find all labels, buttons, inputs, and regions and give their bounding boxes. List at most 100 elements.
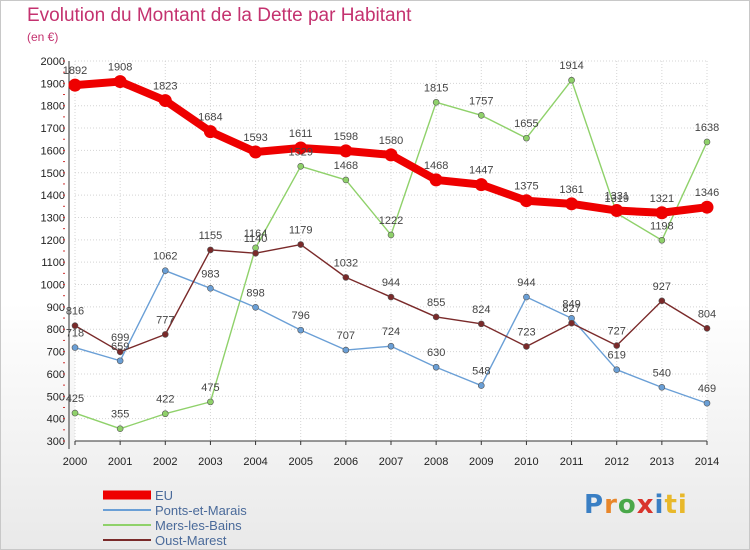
data-label: 1908 bbox=[108, 62, 132, 74]
data-point bbox=[158, 94, 172, 108]
data-point bbox=[342, 346, 350, 354]
data-label: 1447 bbox=[469, 165, 493, 177]
data-point bbox=[658, 384, 666, 391]
data-label: 422 bbox=[156, 394, 174, 406]
data-point bbox=[477, 320, 485, 328]
data-point bbox=[568, 76, 575, 84]
data-point bbox=[613, 366, 621, 373]
data-point bbox=[655, 206, 669, 220]
data-labels: 425 355 422 475 1164 1529 1468 1222 1815 1757 1655… bbox=[63, 60, 719, 420]
y-tick-label: 400 bbox=[47, 414, 65, 426]
data-label: 1164 bbox=[244, 228, 268, 240]
data-label: 475 bbox=[201, 382, 219, 394]
y-tick-label: 2000 bbox=[41, 56, 65, 68]
data-label: 1757 bbox=[469, 95, 493, 107]
y-tick-label: 1100 bbox=[41, 257, 65, 269]
data-point bbox=[474, 178, 488, 192]
data-point bbox=[432, 363, 440, 371]
data-label: 718 bbox=[66, 328, 84, 340]
data-point bbox=[342, 274, 350, 281]
data-label: 619 bbox=[608, 350, 626, 362]
data-point bbox=[161, 410, 169, 418]
data-label: 1198 bbox=[650, 220, 674, 232]
data-label: 1655 bbox=[514, 118, 538, 130]
data-label: 824 bbox=[472, 304, 490, 316]
data-label: 1140 bbox=[244, 233, 268, 245]
data-point bbox=[161, 267, 169, 274]
data-point bbox=[116, 425, 124, 433]
y-tick-label: 1700 bbox=[41, 123, 65, 135]
data-label: 1331 bbox=[604, 191, 628, 203]
y-tick-label: 900 bbox=[47, 302, 65, 314]
data-label: 1892 bbox=[63, 65, 87, 77]
y-tick-label: 1500 bbox=[41, 168, 65, 180]
data-label: 1032 bbox=[334, 257, 358, 269]
data-label: 723 bbox=[517, 326, 535, 338]
data-label: 1468 bbox=[334, 160, 358, 172]
logo-letter: ti bbox=[664, 490, 688, 520]
logo-letter: r bbox=[604, 490, 618, 520]
data-point bbox=[610, 204, 624, 218]
x-tick-label: 2008 bbox=[424, 456, 448, 468]
data-label: 1593 bbox=[243, 132, 267, 144]
data-point bbox=[703, 325, 711, 332]
y-tick-label: 800 bbox=[47, 324, 65, 336]
y-tick-label: 1300 bbox=[41, 212, 65, 224]
y-tick-label: 1400 bbox=[41, 190, 65, 202]
data-point bbox=[297, 241, 305, 248]
data-label: 1914 bbox=[559, 60, 583, 72]
grid bbox=[74, 60, 708, 442]
axes: 300 400 500 600 700 800 900 1000 1100 1200 1300 140… bbox=[41, 56, 720, 468]
y-tick-label: 300 bbox=[47, 436, 65, 448]
data-point bbox=[703, 399, 711, 407]
logo-letter: i bbox=[654, 490, 665, 520]
data-label: 469 bbox=[698, 383, 716, 395]
data-label: 1319 bbox=[604, 193, 628, 205]
data-point bbox=[207, 246, 214, 254]
data-point bbox=[523, 293, 530, 301]
chart-unit-label: (en €) bbox=[27, 30, 59, 44]
data-point bbox=[477, 382, 485, 389]
legend-label: Mers-les-Bains bbox=[155, 518, 242, 533]
data-label: 1155 bbox=[199, 230, 223, 242]
data-label: 1598 bbox=[334, 131, 358, 143]
data-label: 816 bbox=[66, 306, 84, 318]
data-point bbox=[384, 148, 398, 162]
data-point bbox=[68, 78, 82, 92]
data-label: 1638 bbox=[695, 122, 719, 134]
data-point bbox=[252, 249, 259, 257]
series-lines bbox=[68, 75, 714, 433]
data-label: 898 bbox=[246, 287, 264, 299]
data-label: 796 bbox=[292, 310, 310, 322]
data-label: 425 bbox=[66, 393, 84, 405]
x-tick-label: 2003 bbox=[198, 456, 222, 468]
data-point bbox=[523, 343, 530, 350]
data-point bbox=[703, 138, 711, 146]
data-label: 1375 bbox=[514, 181, 538, 193]
data-label: 707 bbox=[337, 330, 355, 342]
y-tick-label: 600 bbox=[47, 369, 65, 381]
x-tick-label: 2002 bbox=[153, 456, 177, 468]
data-point bbox=[249, 145, 263, 159]
data-point bbox=[387, 231, 395, 239]
data-point bbox=[116, 357, 124, 365]
data-label: 827 bbox=[562, 303, 580, 315]
data-label: 724 bbox=[382, 326, 400, 338]
x-tick-label: 2006 bbox=[334, 456, 358, 468]
x-tick-label: 2011 bbox=[560, 456, 584, 468]
proxiti-logo: Proxiti bbox=[584, 490, 688, 520]
y-tick-label: 1200 bbox=[41, 235, 65, 247]
data-label: 983 bbox=[201, 268, 219, 280]
data-label: 1611 bbox=[289, 128, 313, 140]
data-point bbox=[161, 331, 169, 338]
x-tick-label: 2009 bbox=[469, 456, 493, 468]
x-tick-label: 2010 bbox=[514, 456, 538, 468]
y-tick-label: 1600 bbox=[41, 145, 65, 157]
data-point bbox=[429, 173, 443, 187]
data-label: 777 bbox=[156, 314, 174, 326]
y-tick-label: 700 bbox=[47, 347, 65, 359]
y-tick-label: 1800 bbox=[41, 101, 65, 113]
data-point bbox=[207, 285, 214, 292]
data-point bbox=[71, 344, 79, 351]
